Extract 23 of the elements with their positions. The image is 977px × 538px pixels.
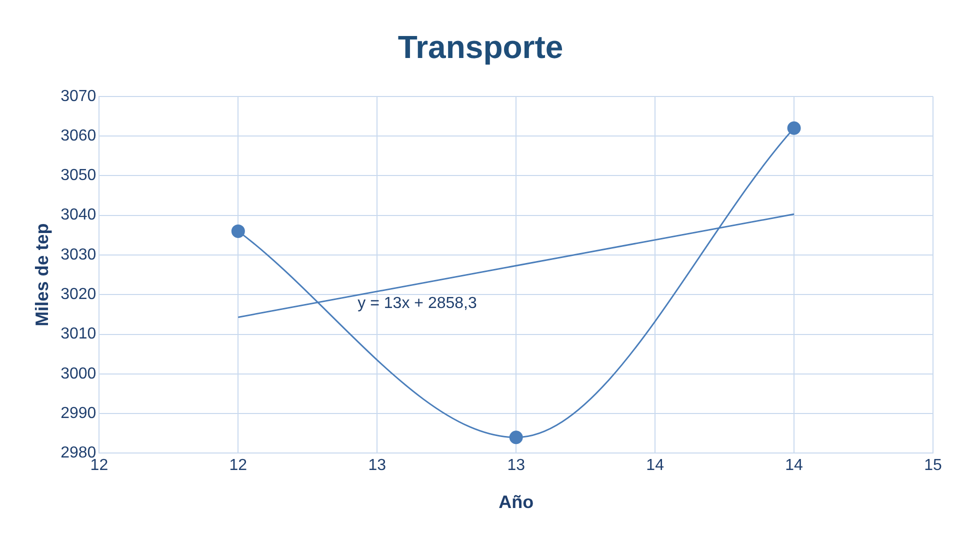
y-tick-label: 3040 [60, 206, 96, 224]
annotation: y = 13x + 2858,3 [358, 294, 477, 312]
x-tick-label: 14 [646, 457, 664, 474]
x-tick-label: 14 [785, 457, 804, 474]
x-tick-label: 12 [229, 457, 248, 474]
x-tick-label: 12 [90, 457, 108, 474]
x-tick-label: 15 [924, 457, 942, 474]
y-tick-label: 3060 [60, 127, 96, 144]
x-axis-title: Año [498, 492, 534, 512]
chart-title: Transporte [398, 29, 564, 66]
y-tick-label: 2990 [60, 404, 96, 422]
y-tick-label: 3020 [60, 286, 96, 304]
y-tick-label: 3000 [60, 365, 96, 382]
y-tick-label: 3070 [60, 88, 96, 105]
x-tick-label: 13 [368, 457, 386, 474]
y-tick-label: 3010 [60, 326, 96, 343]
point [509, 430, 523, 444]
y-tick-label: 3030 [60, 246, 96, 264]
point [231, 224, 245, 238]
x-tick-label: 13 [507, 457, 526, 474]
point [787, 121, 801, 135]
y-tick-label: 3050 [60, 167, 96, 184]
y-axis-title: Miles de tep [32, 223, 52, 326]
